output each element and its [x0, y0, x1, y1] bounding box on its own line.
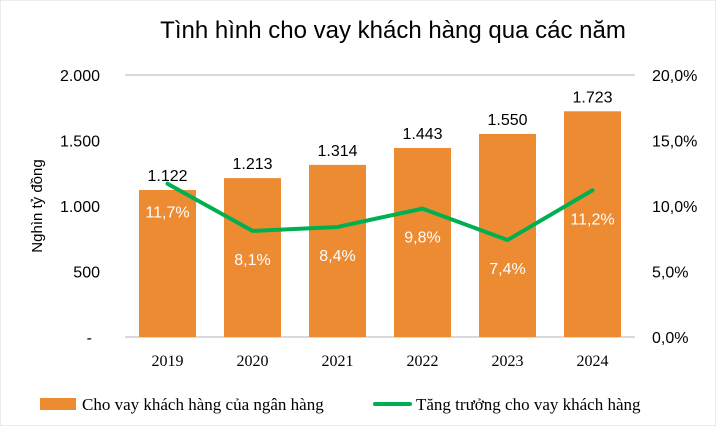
y2-tick-label: 0,0%: [652, 330, 688, 347]
y-tick-label: -: [87, 330, 92, 347]
growth-value-label: 9,8%: [404, 230, 440, 247]
x-tick-label: 2023: [492, 353, 524, 370]
growth-point-2019: [166, 182, 169, 186]
y-axis-label: Nghìn tỷ đồng: [29, 159, 46, 252]
y2-tick-label: 5,0%: [652, 265, 688, 282]
growth-value-label: 11,7%: [145, 205, 189, 222]
y-tick-label: 1.500: [60, 134, 100, 151]
x-tick-label: 2020: [237, 353, 269, 370]
x-tick-label: 2021: [322, 353, 354, 370]
legend-line-label: Tăng trưởng cho vay khách hàng: [416, 395, 641, 414]
bar-2019: [139, 190, 196, 337]
y-tick-label: 500: [73, 265, 100, 282]
bar-2023: [479, 133, 536, 337]
x-tick-label: 2019: [152, 353, 184, 370]
y2-tick-label: 10,0%: [652, 199, 697, 216]
legend: Cho vay khách hàng của ngân hàng Tăng tr…: [40, 395, 641, 414]
bar-value-label: 1.122: [147, 168, 187, 185]
bar-2021: [309, 164, 366, 337]
bar-value-label: 1.443: [402, 126, 442, 143]
growth-point-2022: [421, 207, 424, 211]
growth-point-2020: [251, 229, 254, 233]
y-tick-label: 2.000: [60, 68, 100, 85]
y2-tick-label: 20,0%: [652, 68, 697, 85]
growth-point-2023: [506, 238, 509, 242]
growth-value-label: 8,4%: [319, 248, 355, 265]
growth-value-label: 8,1%: [234, 252, 270, 269]
legend-bar-label: Cho vay khách hàng của ngân hàng: [82, 395, 324, 414]
bar-value-label: 1.213: [232, 156, 272, 173]
x-tick-label: 2022: [407, 353, 439, 370]
growth-value-label: 7,4%: [489, 261, 525, 278]
y-tick-label: 1.000: [60, 199, 100, 216]
chart-title: Tình hình cho vay khách hàng qua các năm: [160, 17, 626, 44]
legend-bar-swatch: [40, 398, 76, 410]
bar-value-label: 1.723: [572, 89, 612, 106]
bar-value-label: 1.314: [317, 143, 357, 160]
bar-2024: [564, 111, 621, 337]
x-tick-label: 2024: [577, 353, 609, 370]
bar-2020: [224, 178, 281, 337]
y2-tick-label: 15,0%: [652, 134, 697, 151]
growth-point-2024: [591, 188, 594, 192]
growth-line: [165, 181, 595, 243]
growth-point-2021: [336, 225, 339, 229]
bar-2022: [394, 147, 451, 337]
bar-value-label: 1.550: [487, 112, 527, 129]
growth-value-label: 11,2%: [570, 211, 614, 228]
